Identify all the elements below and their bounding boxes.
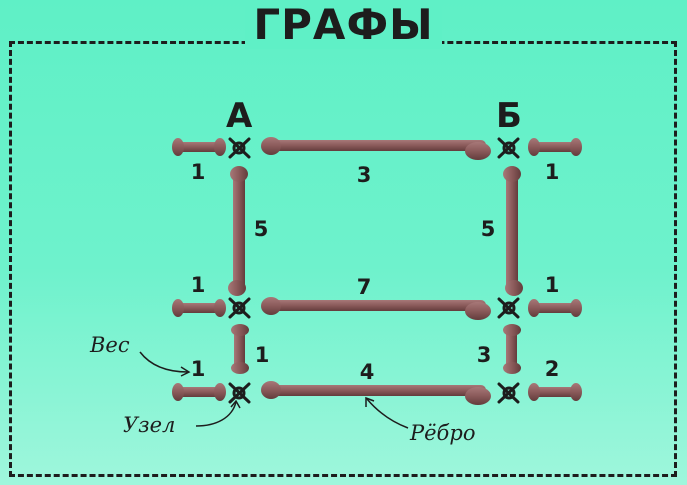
weight-left-vertical-upper: 5 <box>254 217 269 241</box>
weight-right-stub-top: 1 <box>545 160 560 184</box>
left-stub-bottom-bone <box>172 383 226 401</box>
left-stub-middle-bone <box>172 299 226 317</box>
edge-middle-bone <box>261 297 491 320</box>
annotation-weight-arrow <box>139 351 189 373</box>
right-stub-top-bone <box>528 138 582 156</box>
annotation-weight: Вес <box>89 333 130 357</box>
node-label-a: А <box>226 96 253 136</box>
edge-left-lower-bone <box>231 324 249 374</box>
page-title: ГРАФЫ <box>0 0 687 50</box>
annotation-node-arrow <box>195 401 237 427</box>
node-knot-icon <box>228 297 251 319</box>
arrowhead-icon <box>180 366 191 377</box>
arrowhead-icon <box>365 396 375 407</box>
weight-left-stub-top: 1 <box>191 160 206 184</box>
weight-left-vertical-lower: 1 <box>255 343 270 367</box>
weight-middle-horizontal: 7 <box>357 275 372 299</box>
weight-bottom-horizontal: 4 <box>360 360 375 384</box>
node-label-b: Б <box>496 96 522 136</box>
node-knot-icon <box>497 137 520 159</box>
edge-right-upper-bone <box>503 166 523 296</box>
arrowhead-icon <box>230 399 241 409</box>
edge-left-upper-bone <box>228 166 248 296</box>
node-knot-icon <box>497 297 520 319</box>
weight-right-vertical-lower: 3 <box>477 343 492 367</box>
weight-left-stub-middle: 1 <box>191 273 206 297</box>
node-knot-icon <box>228 382 251 404</box>
right-stub-bottom-bone <box>528 383 582 401</box>
weight-top-horizontal: 3 <box>357 163 372 187</box>
weight-right-vertical-upper: 5 <box>481 217 496 241</box>
annotation-node: Узел <box>123 413 175 437</box>
annotation-edge-arrow <box>366 398 409 429</box>
left-stub-top-bone <box>172 138 226 156</box>
weight-left-stub-bottom: 1 <box>191 357 206 381</box>
edge-bottom-bone <box>261 381 491 405</box>
annotation-edge: Рёбро <box>409 421 475 445</box>
weight-right-stub-bottom: 2 <box>545 357 560 381</box>
node-knot-icon <box>228 137 251 159</box>
weight-right-stub-middle: 1 <box>545 273 560 297</box>
right-stub-middle-bone <box>528 299 582 317</box>
edge-top-bone <box>261 137 491 160</box>
edge-right-lower-bone <box>503 324 521 374</box>
node-knot-icon <box>497 382 520 404</box>
